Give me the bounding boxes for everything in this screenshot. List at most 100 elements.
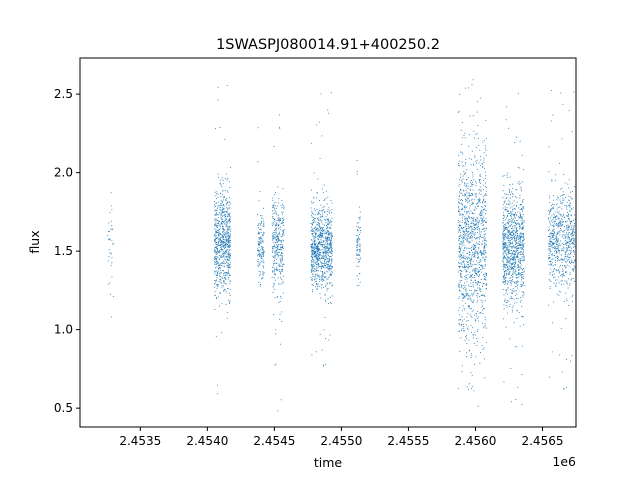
data-point (558, 272, 560, 274)
data-point (549, 258, 551, 259)
data-point (319, 293, 321, 295)
data-point (520, 301, 522, 303)
data-point (471, 226, 473, 227)
data-point (519, 183, 521, 184)
data-point (508, 250, 510, 251)
data-point (521, 209, 523, 211)
data-point (519, 204, 521, 206)
data-point (282, 234, 284, 236)
data-point (485, 279, 486, 280)
data-point (327, 234, 329, 236)
data-point (221, 214, 223, 216)
data-point (313, 270, 314, 271)
data-point (320, 227, 322, 229)
data-point (274, 209, 276, 211)
data-point (108, 222, 110, 224)
data-point (467, 220, 469, 222)
data-point (519, 262, 521, 264)
data-point (328, 270, 330, 272)
data-point (273, 238, 274, 240)
data-point (557, 233, 559, 235)
data-point (320, 242, 322, 244)
data-point (326, 226, 328, 228)
data-point (313, 213, 315, 215)
data-point (569, 202, 571, 204)
data-point (322, 273, 324, 275)
data-point (322, 207, 324, 209)
data-point (562, 231, 564, 233)
data-point (226, 238, 228, 240)
data-point (472, 327, 473, 329)
data-point (458, 229, 460, 231)
data-point (324, 276, 326, 278)
data-point (321, 278, 323, 280)
data-point (557, 247, 559, 249)
data-point (509, 253, 511, 255)
data-point (548, 236, 549, 238)
data-point (554, 279, 556, 281)
data-point (481, 220, 483, 222)
data-point (228, 229, 230, 231)
data-point (467, 242, 469, 244)
data-point (476, 182, 477, 184)
data-point (515, 294, 517, 296)
data-point (227, 256, 229, 258)
data-point (223, 272, 225, 274)
data-point (521, 221, 523, 223)
data-point (520, 260, 522, 261)
data-point (315, 253, 317, 255)
data-point (504, 274, 505, 276)
data-point (571, 131, 573, 133)
data-point (559, 234, 561, 236)
data-point (481, 302, 483, 304)
data-point (258, 242, 259, 244)
data-point (470, 275, 472, 276)
data-point (509, 229, 511, 231)
data-point (468, 201, 470, 202)
data-point (509, 219, 511, 220)
data-point (311, 234, 313, 236)
data-point (466, 271, 467, 273)
data-point (315, 257, 317, 259)
data-point (316, 260, 318, 262)
data-point (221, 243, 223, 245)
data-point (331, 240, 332, 241)
data-point (220, 269, 222, 271)
data-point (472, 301, 474, 303)
data-point (229, 245, 231, 247)
data-point (516, 235, 518, 237)
data-point (458, 201, 459, 203)
data-point (512, 222, 514, 224)
data-point (216, 209, 218, 211)
data-point (220, 278, 222, 280)
data-point (471, 353, 472, 355)
data-point (323, 246, 325, 248)
data-point (560, 291, 562, 293)
data-point (466, 262, 468, 264)
data-point (507, 257, 509, 259)
data-point (475, 223, 477, 225)
data-point (221, 235, 223, 237)
data-point (329, 243, 331, 245)
data-point (510, 282, 512, 284)
data-point (279, 258, 281, 260)
data-point (504, 252, 506, 254)
data-point (464, 172, 466, 174)
data-point (331, 260, 333, 262)
data-point (279, 255, 281, 257)
data-point (258, 233, 260, 235)
data-point (311, 257, 313, 259)
data-point (522, 294, 524, 296)
data-point (225, 215, 227, 217)
data-point (214, 261, 216, 263)
data-point (519, 243, 521, 245)
data-point (509, 225, 511, 227)
data-point (508, 265, 510, 267)
data-point (461, 180, 463, 182)
data-point (223, 230, 225, 231)
data-point (508, 238, 510, 239)
data-point (227, 201, 229, 203)
data-point (274, 257, 276, 259)
data-point (519, 240, 521, 242)
data-point (282, 221, 283, 223)
